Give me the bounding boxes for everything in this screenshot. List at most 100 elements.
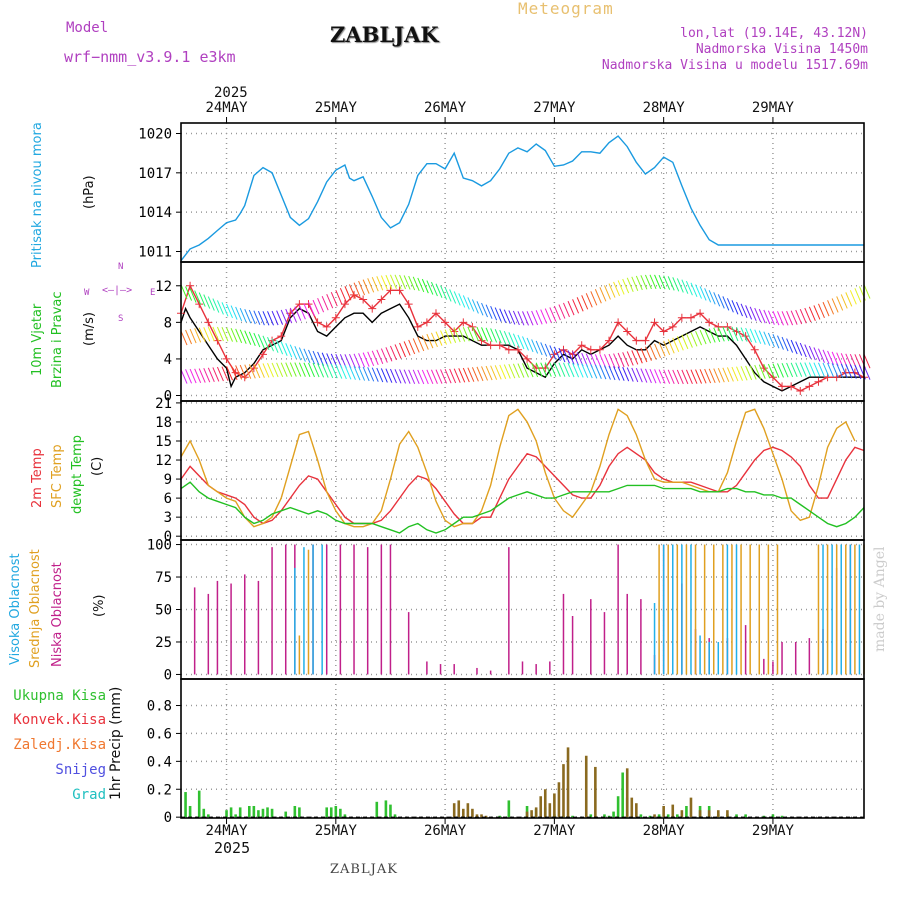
bottom-date-label: 29MAY [751, 823, 794, 839]
y-tick-label: 0 [164, 667, 172, 683]
wind-barb [430, 281, 438, 297]
wind-barb [239, 307, 247, 323]
wind-barb [626, 367, 634, 382]
bar [817, 544, 820, 675]
gust-marker [386, 286, 395, 295]
wind-barb [831, 363, 839, 378]
page-title: ZABLJAK [330, 22, 439, 47]
bar [426, 661, 428, 675]
wind-barb [226, 366, 233, 381]
wind-barb [344, 286, 352, 301]
wind-barb [635, 349, 643, 364]
bar [680, 810, 684, 818]
wind-barb [426, 333, 434, 349]
wind-barb [462, 367, 470, 383]
wind-barb [367, 278, 375, 293]
wind-barb [563, 302, 570, 318]
gust-marker [668, 322, 677, 331]
wind-barb [417, 369, 425, 385]
bar [625, 768, 629, 818]
wind-barb [799, 362, 807, 377]
wind-barb [453, 368, 461, 383]
wind-barb [517, 363, 525, 378]
bar [716, 810, 720, 818]
wind-barb [549, 345, 557, 360]
wind-barb [349, 284, 356, 299]
wind-barb [212, 298, 220, 313]
wind-barb [818, 362, 825, 377]
bar [767, 544, 770, 675]
wind-barb [535, 340, 543, 356]
wind-barb [207, 367, 215, 383]
wind-barb [736, 326, 743, 342]
wind-barb [467, 367, 475, 382]
wind-barb [289, 344, 297, 359]
wind-barb [622, 278, 630, 294]
wind-barb [699, 369, 707, 384]
wind-barb [813, 362, 821, 377]
bar [794, 641, 797, 675]
wind-barb [540, 342, 548, 357]
panel-wind: 0 4 8 12 [155, 262, 868, 405]
wind-barb [280, 341, 288, 356]
wind-barb [481, 327, 488, 342]
wind-barb [676, 336, 684, 351]
wind-barb [781, 311, 789, 326]
gust-marker [523, 354, 532, 363]
wind-barb [731, 326, 739, 342]
wind-barb [440, 330, 447, 345]
gust-marker [404, 300, 413, 309]
wind-barb [717, 327, 725, 342]
wind-barb [795, 362, 803, 377]
wind-barb [421, 278, 429, 294]
wind-barb [822, 349, 830, 365]
bar [594, 766, 597, 818]
wind-barb [644, 346, 652, 361]
wind-barb [449, 328, 457, 343]
gust-marker [659, 327, 668, 336]
wind-barb [303, 348, 311, 363]
bar [762, 815, 766, 818]
series-line [180, 135, 864, 262]
series-line [180, 303, 864, 392]
wind-barb [371, 367, 379, 382]
bar [667, 544, 669, 675]
wind-barb [663, 275, 671, 290]
wind-barbs [180, 274, 871, 385]
wind-barb [303, 362, 311, 377]
wind-barb [526, 311, 534, 326]
wind-barb [558, 362, 566, 377]
bar [771, 814, 775, 818]
wind-barb [558, 347, 566, 363]
wind-barb [804, 307, 812, 323]
bar [548, 803, 552, 818]
wind-barb [399, 369, 407, 384]
wind-barb [444, 329, 452, 344]
wind-barb [471, 326, 479, 342]
gust-marker [614, 318, 623, 327]
bar [640, 599, 642, 675]
y-tick-label: 75 [155, 570, 172, 586]
bar [339, 808, 342, 818]
bar [835, 544, 838, 675]
bar [521, 661, 524, 675]
wind-barb [749, 328, 757, 344]
wind-barb [617, 366, 625, 381]
wind-barb [221, 366, 229, 381]
panel-clouds: 0 25 50 75 100 [147, 538, 865, 683]
wind-barb [257, 334, 265, 349]
wind-barb [235, 328, 243, 344]
model-label: Model [66, 20, 109, 36]
wind-barb [845, 292, 853, 307]
bar [562, 764, 565, 818]
wind-barb [531, 310, 539, 326]
wind-barb [339, 364, 347, 380]
wind-barb [235, 365, 243, 380]
wind-barb [626, 351, 634, 366]
wind-barb [458, 327, 466, 342]
y-tick-label: 50 [155, 603, 172, 619]
compass-west-label: W [84, 288, 90, 298]
wind-barb [736, 301, 743, 317]
wind-barb [257, 363, 265, 378]
